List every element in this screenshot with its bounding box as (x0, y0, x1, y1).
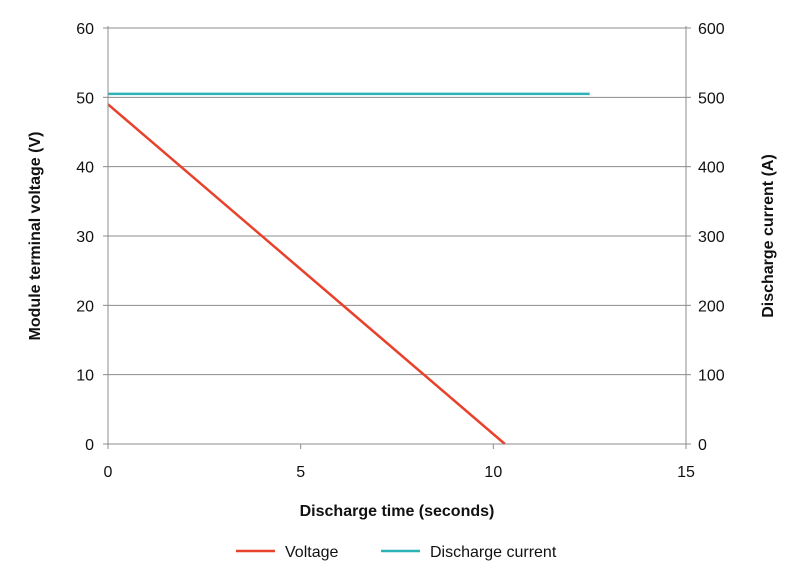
x-tick-label-15: 15 (677, 464, 695, 481)
left-tick-label-20: 20 (76, 298, 94, 315)
left-tick-label-60: 60 (76, 21, 94, 38)
left-y-axis-title: Module terminal voltage (V) (27, 132, 44, 341)
right-tick-label-400: 400 (698, 160, 725, 177)
legend: Voltage Discharge current (236, 544, 557, 561)
series-layer (107, 92, 590, 445)
right-tick-label-100: 100 (698, 368, 725, 385)
right-tick-label-500: 500 (698, 90, 725, 107)
left-tick-label-40: 40 (76, 160, 94, 177)
right-tick-label-300: 300 (698, 229, 725, 246)
right-tick-label-0: 0 (698, 437, 707, 454)
right-tick-label-600: 600 (698, 21, 725, 38)
left-tick-label-10: 10 (76, 368, 94, 385)
legend-label-discharge-current: Discharge current (430, 544, 557, 561)
axes (103, 26, 691, 449)
left-tick-label-30: 30 (76, 229, 94, 246)
x-tick-label-5: 5 (296, 464, 305, 481)
left-tick-label-0: 0 (85, 437, 94, 454)
x-tick-label-10: 10 (484, 464, 502, 481)
x-axis-title: Discharge time (seconds) (300, 503, 495, 520)
right-y-axis-title: Discharge current (A) (760, 154, 777, 318)
legend-label-voltage: Voltage (285, 544, 338, 561)
series-line-voltage (107, 103, 506, 445)
right-tick-label-200: 200 (698, 298, 725, 315)
left-tick-label-50: 50 (76, 90, 94, 107)
x-tick-label-0: 0 (104, 464, 113, 481)
gridlines (108, 27, 686, 376)
